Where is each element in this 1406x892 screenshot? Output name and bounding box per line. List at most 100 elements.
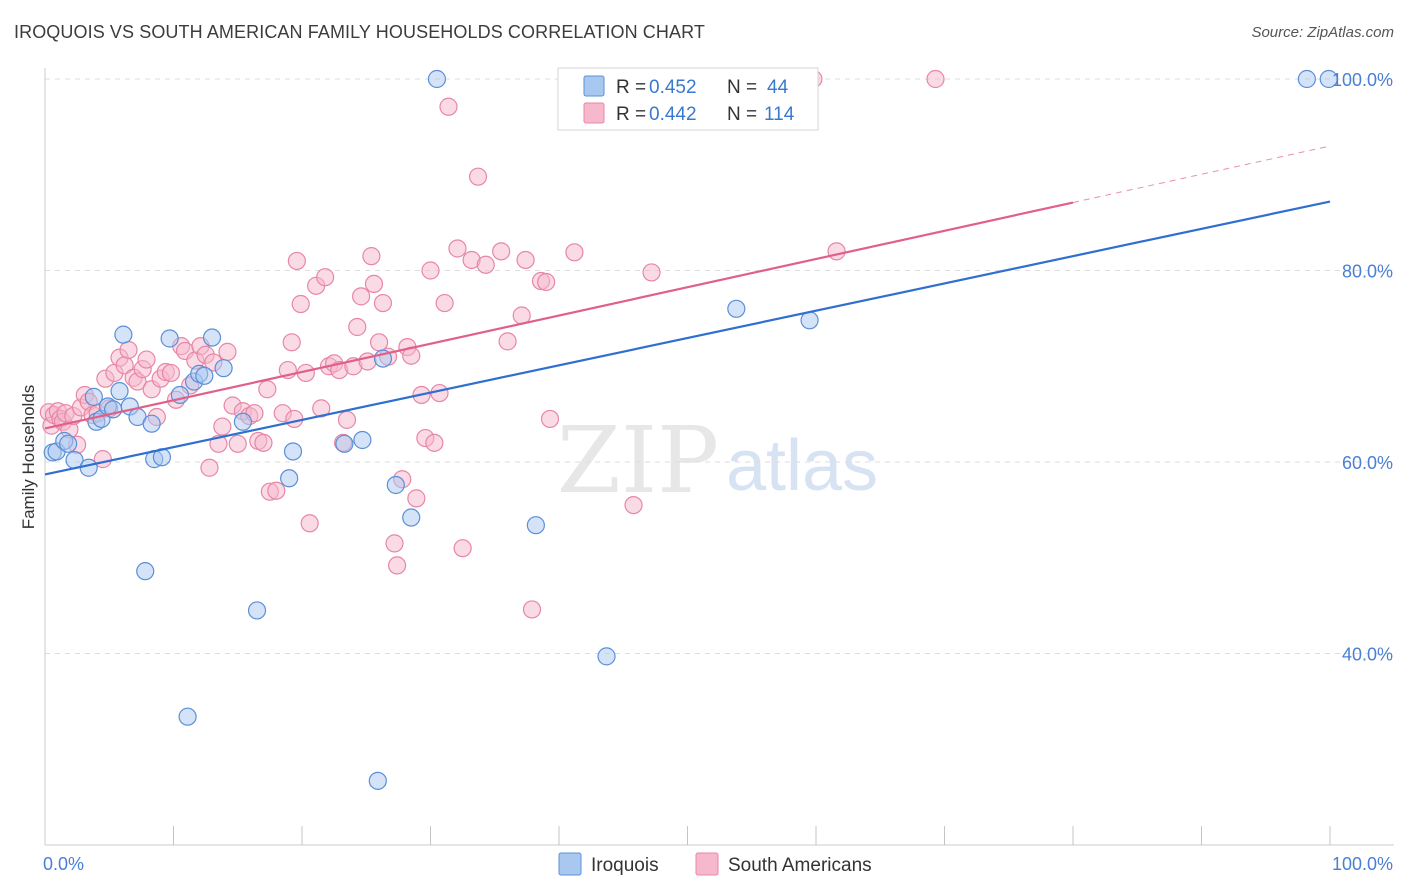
point-iroquois [136,562,155,581]
point-south-americans [492,242,511,261]
legend-n-label-iroquois: N = [727,77,757,98]
point-south-americans [387,556,407,575]
legend: R = 0.452 N = 44 R = 0.442 N = 114 [557,67,819,131]
point-south-americans [267,481,286,500]
point-south-americans [453,539,472,558]
point-iroquois [283,442,303,461]
point-south-americans [362,247,381,266]
point-iroquois [402,508,421,527]
chart-source: Source: ZipAtlas.com [1251,24,1394,41]
gridlines [45,78,1394,654]
point-south-americans [476,255,495,274]
point-iroquois [79,458,98,477]
bottom-legend-label-iroquois: Iroquois [591,855,659,876]
y-tick-label: 40.0% [1342,645,1393,665]
legend-r-value-iroquois: 0.452 [649,77,697,98]
point-south-americans [137,350,156,369]
point-south-americans [119,340,138,360]
point-iroquois [142,414,161,433]
bottom-legend-label-south-americans: South Americans [728,855,872,876]
point-south-americans [448,239,467,258]
point-iroquois [114,325,133,344]
point-south-americans [254,433,273,452]
point-south-americans [522,600,542,619]
point-south-americans [300,514,319,533]
point-south-americans [540,409,560,429]
point-iroquois [386,475,405,495]
point-south-americans [385,534,404,553]
point-south-americans [421,261,440,280]
point-iroquois [597,647,616,666]
point-iroquois [178,707,197,726]
point-iroquois [335,434,354,453]
legend-r-label-iroquois: R = [616,77,646,98]
trend-line-south-americans [44,201,1074,430]
point-iroquois [1319,69,1338,89]
point-iroquois [247,601,267,620]
point-south-americans [285,409,304,429]
point-south-americans [337,410,357,429]
point-south-americans [213,417,232,436]
axes [44,68,1394,846]
legend-swatch-iroquois [583,75,605,97]
point-south-americans [565,243,584,262]
point-south-americans [516,250,535,270]
point-iroquois [59,434,78,453]
point-south-americans [282,333,301,352]
point-south-americans [439,97,458,116]
legend-r-label-south-americans: R = [616,104,646,125]
legend-n-value-south-americans: 114 [764,104,795,125]
point-south-americans [430,383,449,403]
point-south-americans [425,433,444,452]
point-south-americans [287,251,306,271]
point-south-americans [537,272,556,292]
point-iroquois [280,469,299,488]
point-south-americans [258,380,277,399]
legend-n-label-south-americans: N = [727,104,757,125]
y-tick-label: 100.0% [1332,70,1393,90]
point-south-americans [498,332,517,351]
legend-r-value-south-americans: 0.442 [649,104,697,125]
point-iroquois [110,382,129,401]
point-south-americans [364,274,384,294]
point-south-americans [468,167,488,186]
point-south-americans [926,69,945,89]
point-south-americans [200,458,219,477]
point-south-americans [642,263,661,282]
bottom-legend-swatch-iroquois [558,852,582,876]
chart-title: IROQUOIS VS SOUTH AMERICAN FAMILY HOUSEH… [14,22,705,42]
point-iroquois [84,387,103,406]
trend-line-iroquois [44,200,1331,476]
data-points [39,69,1338,790]
trend-lines [44,145,1331,476]
tick-labels: 40.0% 60.0% 80.0% 100.0% 0.0% 100.0% [43,70,1393,874]
point-south-americans [624,495,643,515]
point-south-americans [435,293,454,313]
legend-n-value-iroquois: 44 [767,77,789,98]
point-south-americans [348,317,367,337]
point-south-americans [161,363,181,383]
point-south-americans [827,242,846,261]
point-south-americans [228,434,247,453]
point-iroquois [1297,69,1316,89]
point-south-americans [316,268,335,287]
watermark-zip: ZIP [557,407,719,514]
y-axis-label: Family Households [19,385,38,530]
trend-line-south-americans-extension [1072,145,1331,204]
point-iroquois [353,430,372,450]
point-south-americans [291,294,310,314]
point-iroquois [214,359,233,378]
y-tick-label: 60.0% [1342,453,1393,473]
legend-swatch-south-americans [583,102,605,124]
point-iroquois [195,366,214,385]
point-south-americans [407,489,426,508]
point-iroquois [160,329,179,348]
point-south-americans [218,342,237,361]
point-iroquois [202,328,222,347]
point-iroquois [233,412,252,431]
x-tick-label: 100.0% [1332,854,1393,874]
watermark: ZIP atlas [557,407,878,514]
point-south-americans [373,293,393,313]
point-iroquois [427,69,447,89]
